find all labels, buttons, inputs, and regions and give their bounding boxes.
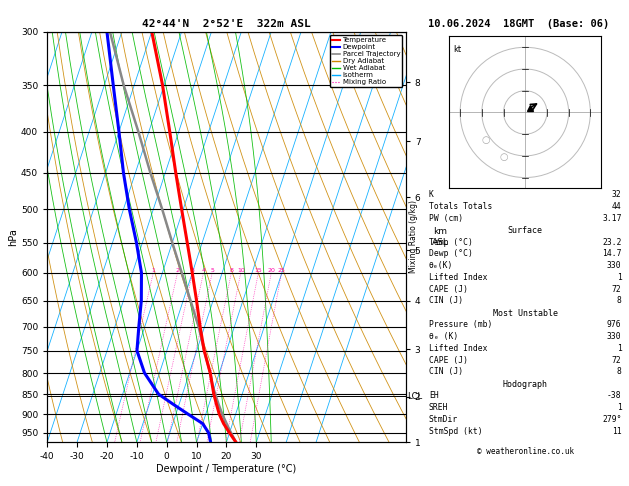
Text: 1: 1: [616, 403, 621, 412]
Text: 8: 8: [616, 367, 621, 376]
Text: Temp (°C): Temp (°C): [429, 238, 473, 247]
Text: 8: 8: [616, 296, 621, 305]
Text: 20: 20: [267, 268, 276, 273]
Text: θₑ (K): θₑ (K): [429, 332, 458, 341]
Legend: Temperature, Dewpoint, Parcel Trajectory, Dry Adiabat, Wet Adiabat, Isotherm, Mi: Temperature, Dewpoint, Parcel Trajectory…: [330, 35, 402, 87]
Text: Lifted Index: Lifted Index: [429, 273, 487, 282]
Text: CAPE (J): CAPE (J): [429, 285, 468, 294]
Text: 10: 10: [237, 268, 245, 273]
Text: EH: EH: [429, 391, 438, 400]
Text: 976: 976: [607, 320, 621, 330]
Text: 330: 330: [607, 332, 621, 341]
Text: 3: 3: [191, 268, 194, 273]
Text: Hodograph: Hodograph: [503, 380, 548, 389]
Text: 15: 15: [255, 268, 262, 273]
Text: 44: 44: [612, 202, 621, 211]
Text: 72: 72: [612, 356, 621, 364]
Text: θₑ(K): θₑ(K): [429, 261, 454, 270]
Text: -38: -38: [607, 391, 621, 400]
Text: SREH: SREH: [429, 403, 448, 412]
Text: 10.06.2024  18GMT  (Base: 06): 10.06.2024 18GMT (Base: 06): [428, 19, 610, 29]
Text: 72: 72: [612, 285, 621, 294]
Y-axis label: hPa: hPa: [8, 228, 18, 246]
Text: 25: 25: [277, 268, 286, 273]
Text: Dewp (°C): Dewp (°C): [429, 249, 473, 259]
Text: K: K: [429, 190, 434, 199]
Text: © weatheronline.co.uk: © weatheronline.co.uk: [477, 447, 574, 456]
X-axis label: Dewpoint / Temperature (°C): Dewpoint / Temperature (°C): [157, 464, 296, 474]
Text: 8: 8: [230, 268, 233, 273]
Text: Totals Totals: Totals Totals: [429, 202, 493, 211]
Text: CIN (J): CIN (J): [429, 296, 463, 305]
Text: ○: ○: [482, 135, 491, 145]
Text: 11: 11: [612, 427, 621, 435]
Text: 5: 5: [210, 268, 214, 273]
Text: 1: 1: [616, 344, 621, 353]
Text: 2: 2: [175, 268, 179, 273]
Text: 330: 330: [607, 261, 621, 270]
Text: Lifted Index: Lifted Index: [429, 344, 487, 353]
Text: 14.7: 14.7: [602, 249, 621, 259]
Text: Mixing Ratio (g/kg): Mixing Ratio (g/kg): [409, 200, 418, 274]
Text: LCL: LCL: [407, 392, 422, 400]
Text: 23.2: 23.2: [602, 238, 621, 247]
Text: 1: 1: [616, 273, 621, 282]
Y-axis label: km
ASL: km ASL: [431, 227, 448, 246]
Text: StmDir: StmDir: [429, 415, 458, 424]
Text: StmSpd (kt): StmSpd (kt): [429, 427, 482, 435]
Text: 1: 1: [152, 268, 155, 273]
Text: CAPE (J): CAPE (J): [429, 356, 468, 364]
Text: ○: ○: [499, 152, 508, 162]
Text: CIN (J): CIN (J): [429, 367, 463, 376]
Text: 279°: 279°: [602, 415, 621, 424]
Text: PW (cm): PW (cm): [429, 214, 463, 223]
Text: Most Unstable: Most Unstable: [493, 309, 558, 318]
Text: Pressure (mb): Pressure (mb): [429, 320, 493, 330]
Text: 42°44'N  2°52'E  322m ASL: 42°44'N 2°52'E 322m ASL: [142, 19, 311, 29]
Text: 4: 4: [201, 268, 206, 273]
Text: 3.17: 3.17: [602, 214, 621, 223]
Text: kt: kt: [454, 45, 462, 54]
Text: 32: 32: [612, 190, 621, 199]
Text: Surface: Surface: [508, 226, 543, 235]
